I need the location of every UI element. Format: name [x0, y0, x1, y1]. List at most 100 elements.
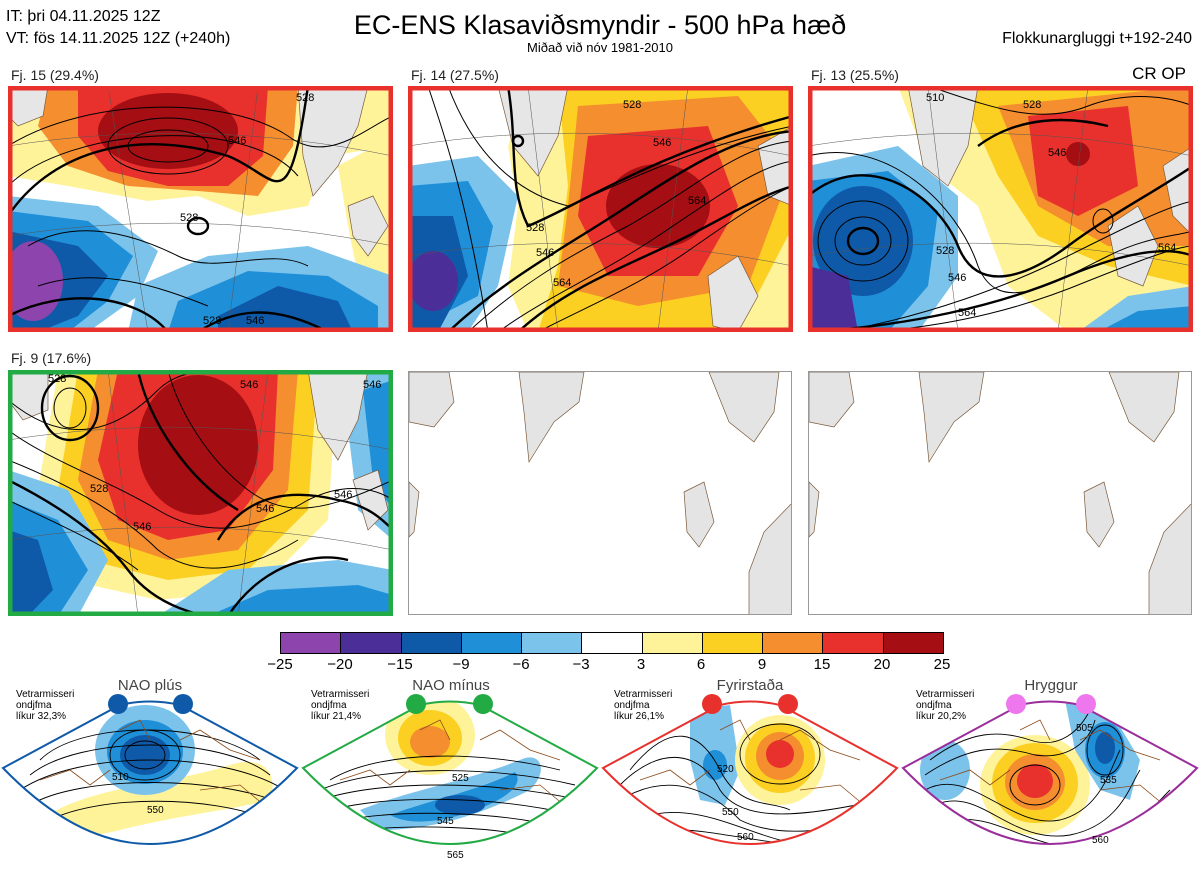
anomaly-pos-strong [410, 726, 450, 758]
colorbar-swatch [281, 633, 342, 653]
colorbar-tick-label: −25 [267, 656, 293, 673]
cluster-map-6-drawing [809, 372, 1191, 614]
regime-marker-dot [473, 694, 493, 714]
colorbar-tick-label: 25 [933, 656, 951, 673]
contour-label: 564 [1158, 242, 1176, 254]
colorbar-swatch [582, 633, 643, 653]
contour-label: 550 [147, 805, 164, 816]
cluster-map-4-drawing: 528 546 546 528 546 546 546 [8, 370, 393, 616]
regime-marker-dot [702, 694, 722, 714]
land-outlines [809, 372, 1191, 614]
regime-note-blocking: Vetrarmisseri ondjfma líkur 26,1% [614, 689, 672, 722]
height-contours-bold [447, 86, 793, 332]
anomaly-neg-strong-west [8, 530, 53, 616]
height-contours-bold [8, 86, 329, 332]
fan-frame [301, 700, 599, 845]
cluster-map-6 [808, 371, 1192, 615]
anomaly-pos-strong [766, 740, 794, 768]
colorbar-swatch [763, 633, 824, 653]
regime-note-line: Vetrarmisseri [16, 689, 75, 700]
height-contours [427, 86, 793, 332]
valid-time: VT: fös 14.11.2025 12Z (+240h) [6, 30, 231, 47]
regime-map-nao-minus: 525 545 565 [301, 694, 599, 861]
fan-frame [1, 700, 299, 845]
cluster-map-3-drawing: 510 528 546 528 546 564 564 [808, 86, 1193, 332]
cluster-frame [8, 86, 393, 332]
colorbar-tick-label: −6 [512, 656, 530, 673]
contour-label: 546 [133, 521, 151, 533]
regime-note-line: ondjfma [16, 700, 52, 711]
regime-note-nao-plus: Vetrarmisseri ondjfma líkur 32,3% [16, 689, 74, 722]
contour-label: 546 [246, 315, 264, 327]
graticule [408, 86, 793, 332]
cluster-map-4: 528 546 546 528 546 546 546 [8, 370, 393, 616]
regime-marker-dot [406, 694, 426, 714]
regime-marker-dot [778, 694, 798, 714]
contour-label: 564 [958, 307, 976, 319]
colorbar-tick-label: 15 [813, 656, 831, 673]
height-contours [19, 729, 286, 821]
regime-note-line: Vetrarmisseri [916, 689, 975, 700]
cluster-map-5-drawing [409, 372, 791, 614]
regime-note-line: líkur 20,2% [916, 711, 967, 722]
contour-label: 564 [553, 277, 571, 289]
colorbar-swatch [823, 633, 884, 653]
cr-op-flag: CR OP [1132, 64, 1186, 83]
regime-note-line: ondjfma [311, 700, 347, 711]
fan-frame [601, 700, 899, 845]
regime-map-ridge: 505 535 560 [901, 694, 1199, 846]
contour-label: 528 [180, 212, 198, 224]
page-subtitle: Miðað við nóv 1981-2010 [527, 40, 673, 55]
anomaly-neg-core [808, 266, 858, 332]
contour-label: 564 [688, 195, 706, 207]
anomaly-neg-strong [435, 795, 485, 815]
regime-note-ridge: Vetrarmisseri ondjfma líkur 20,2% [916, 689, 974, 722]
regime-marker-dot [1006, 694, 1026, 714]
header-times: IT: þri 04.11.2025 12Z VT: fös 14.11.202… [6, 6, 230, 50]
contour-label: 545 [437, 816, 454, 827]
cluster-label-2: Fj. 14 (27.5%) [411, 67, 499, 83]
contour-label: 546 [1048, 147, 1066, 159]
colorbar-swatch [702, 633, 764, 653]
anomaly-pos-core [606, 164, 710, 248]
cluster-map-3: 510 528 546 528 546 564 564 [808, 86, 1193, 332]
regime-marker-dot [173, 694, 193, 714]
regime-note-line: ondjfma [614, 700, 650, 711]
colorbar-tick-label: 20 [873, 656, 891, 673]
anomaly-neg-strong [813, 186, 913, 296]
contour-label: 525 [452, 773, 469, 784]
contour-label: 528 [296, 92, 314, 104]
regime-title-blocking: Fyrirstaða [716, 677, 784, 694]
colorbar-tick-label: 6 [696, 656, 706, 673]
contour-label: 546 [948, 272, 966, 284]
regime-note-line: líkur 32,3% [16, 711, 67, 722]
contour-label: 550 [722, 807, 739, 818]
contour-label: 510 [926, 92, 944, 104]
regime-maps: 510 550 [1, 694, 1199, 861]
colorbar-tick-label: 3 [636, 656, 646, 673]
contour-label: 505 [1076, 723, 1093, 734]
anomaly-pos-strong [1017, 764, 1053, 798]
contour-label: 546 [536, 247, 554, 259]
colorbar [280, 632, 944, 654]
colorbar-tick-label: −3 [572, 656, 590, 673]
colorbar-swatch [642, 633, 703, 653]
cluster-map-2-drawing: 528 546 564 528 546 564 [408, 86, 793, 332]
cluster-frame [808, 86, 1193, 332]
contour-label: 565 [447, 850, 464, 861]
regime-marker-dot [1076, 694, 1096, 714]
contour-label: 546 [240, 379, 258, 391]
colorbar-tick-label: 9 [757, 656, 767, 673]
land-outlines [8, 86, 389, 257]
cluster-map-5 [408, 371, 792, 615]
land-outlines [907, 86, 1193, 287]
contour-label: 546 [653, 137, 671, 149]
contour-label: 528 [90, 483, 108, 495]
anomaly-neg-mid-east [363, 380, 393, 510]
anomaly-neg-strong-south [218, 286, 353, 332]
colorbar-swatch [341, 633, 402, 653]
land-outlines [8, 370, 389, 531]
height-contours-bold [808, 118, 1193, 332]
classification-window: Flokkunargluggi t+192-240 [1002, 30, 1192, 47]
contour-label: 560 [737, 832, 754, 843]
